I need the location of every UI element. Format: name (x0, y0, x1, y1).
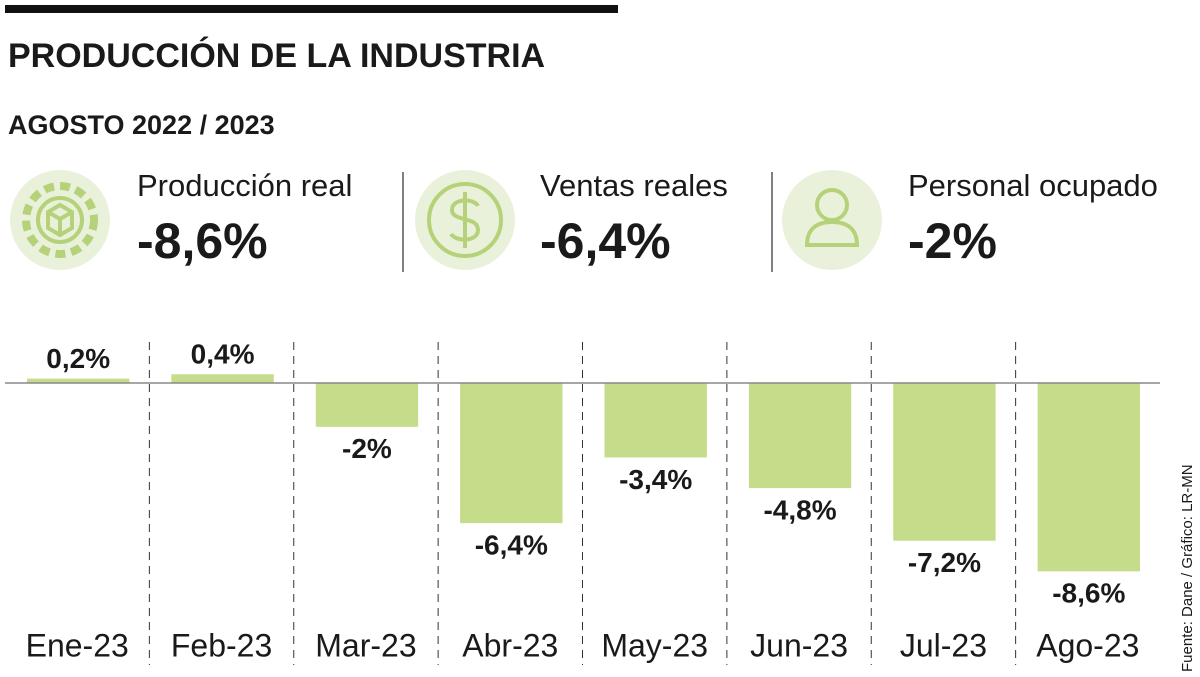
kpi-label: Producción real (137, 168, 352, 203)
kpi-value: -6,4% (540, 213, 671, 269)
icon-person (782, 170, 882, 270)
x-tick-label: Jul-23 (900, 627, 987, 663)
bar (1037, 383, 1140, 572)
kpi-value: -8,6% (137, 213, 268, 269)
source: Fuente: Dane / Gráfico: LR-MN (1179, 464, 1196, 672)
x-tick-label: Abr-23 (462, 627, 558, 663)
bar (893, 383, 996, 541)
value-label: -3,4% (619, 464, 692, 495)
bar (604, 383, 707, 458)
kpi-label: Personal ocupado (908, 168, 1158, 203)
top-rule (5, 5, 618, 13)
value-label: -4,8% (763, 495, 836, 526)
kpi-label: Ventas reales (540, 168, 728, 203)
value-label: -8,6% (1052, 578, 1125, 609)
kpi-value: -2% (908, 213, 997, 269)
bar (171, 374, 274, 383)
value-label: -7,2% (908, 547, 981, 578)
x-tick-label: Feb-23 (171, 627, 272, 663)
title: PRODUCCIÓN DE LA INDUSTRIA (8, 37, 545, 75)
x-tick-label: May-23 (601, 627, 708, 663)
subtitle: AGOSTO 2022 / 2023 (8, 110, 275, 140)
x-tick-label: Ene-23 (26, 627, 129, 663)
x-tick-label: Mar-23 (315, 627, 416, 663)
value-label: -2% (342, 433, 392, 464)
icon-dollar (415, 170, 515, 270)
value-label: -6,4% (475, 530, 548, 561)
bar (748, 383, 852, 489)
bar (460, 383, 563, 524)
x-tick-label: Jun-23 (750, 627, 848, 663)
bar (27, 378, 130, 383)
value-label: 0,2% (46, 343, 110, 374)
bar (315, 383, 419, 427)
x-tick-label: Ago-23 (1036, 627, 1139, 663)
icon-gear (10, 170, 110, 270)
value-label: 0,4% (191, 339, 255, 370)
